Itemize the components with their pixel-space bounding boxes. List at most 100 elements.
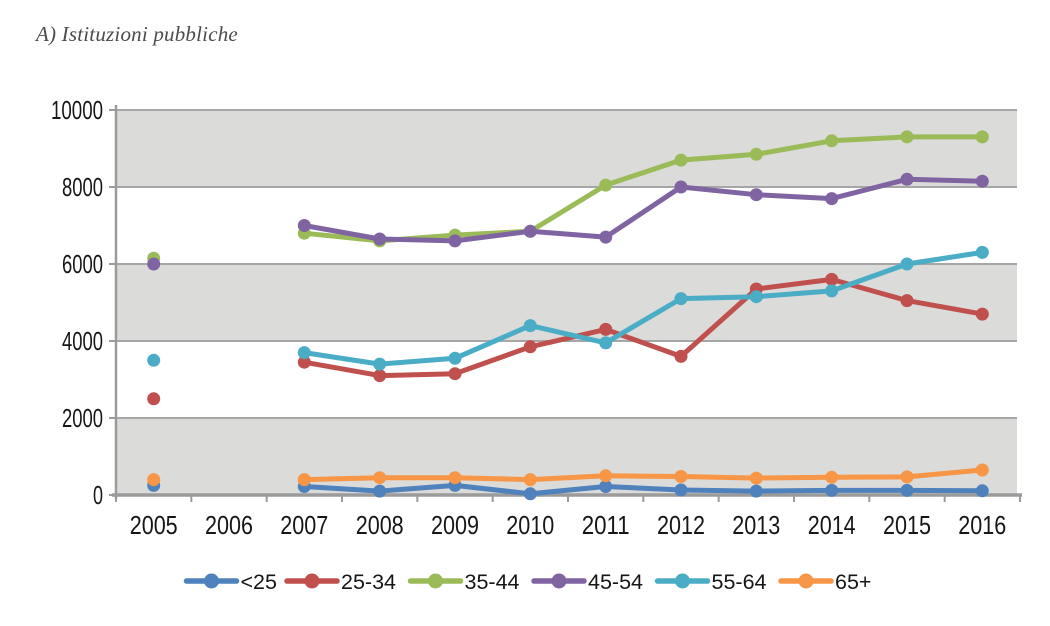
legend-label: 35-44 — [465, 570, 520, 594]
legend-label: 25-34 — [341, 570, 396, 594]
y-axis-label: 6000 — [62, 249, 103, 279]
point-45-54-2011 — [599, 230, 613, 244]
legend-circle-marker — [204, 573, 219, 589]
point-25-2013 — [749, 484, 763, 498]
legend-item-35-44: 35-44 — [407, 570, 520, 594]
legend-circle-marker — [551, 573, 567, 589]
point-45-54-2005 — [147, 257, 161, 271]
point-45-54-2013 — [749, 188, 763, 202]
legend-label: <25 — [241, 570, 278, 594]
x-axis-label: 2011 — [582, 510, 630, 540]
point-45-54-2012 — [674, 180, 688, 194]
series-line-45-54 — [301, 176, 985, 244]
point-25-34-2010 — [523, 340, 537, 354]
x-axis-label: 2005 — [130, 510, 178, 540]
point-55-64-2009 — [448, 351, 462, 365]
legend-circle-marker — [304, 573, 320, 589]
point-65+-2012 — [674, 470, 688, 483]
point-45-54-2009 — [448, 234, 462, 248]
point-25-34-2014 — [825, 272, 839, 286]
point-65+-2016 — [975, 463, 989, 477]
legend-circle-marker — [798, 573, 814, 589]
point-25-2011 — [599, 480, 613, 493]
point-65+-2014 — [825, 470, 839, 484]
x-axis-label: 2007 — [280, 510, 328, 540]
point-25-34-2015 — [900, 294, 914, 308]
point-35-44-2013 — [749, 147, 763, 161]
point-65+-2007 — [297, 473, 311, 487]
point-25-2014 — [825, 483, 839, 497]
point-25-2010 — [523, 487, 537, 501]
point-55-64-2005 — [147, 353, 161, 367]
point-65+-2013 — [749, 471, 763, 485]
point-55-64-2013 — [749, 290, 763, 304]
y-axis-label: 2000 — [62, 403, 103, 433]
point-25-2015 — [900, 483, 914, 497]
point-25-2016 — [975, 484, 989, 498]
point-25-34-2016 — [975, 307, 989, 321]
series-25-34 — [147, 272, 989, 406]
point-65+-2008 — [373, 471, 387, 485]
x-axis-label: 2006 — [205, 510, 253, 540]
chart-title: A) Istituzioni pubbliche — [36, 22, 238, 46]
y-axis-label: 0 — [93, 480, 103, 510]
point-25-34-2009 — [448, 367, 462, 381]
legend-label: 45-54 — [588, 570, 643, 594]
point-25-2012 — [674, 483, 688, 497]
point-35-44-2016 — [975, 130, 989, 144]
plot-band — [116, 418, 1017, 495]
point-45-54-2015 — [900, 172, 914, 186]
point-55-64-2015 — [900, 257, 914, 271]
point-45-54-2010 — [523, 224, 537, 238]
point-55-64-2010 — [523, 319, 537, 333]
point-25-34-2005 — [147, 392, 161, 406]
point-25-34-2012 — [674, 349, 688, 363]
x-axis-label: 2008 — [356, 510, 404, 540]
point-35-44-2015 — [900, 130, 914, 144]
legend-label: 65+ — [835, 570, 871, 594]
point-25-34-2008 — [373, 369, 387, 383]
y-axis-label: 4000 — [62, 326, 103, 356]
series-65+ — [147, 463, 989, 487]
point-55-64-2012 — [674, 292, 688, 306]
point-55-64-2014 — [825, 284, 839, 298]
legend-item-45-54: 45-54 — [531, 570, 643, 594]
point-65+-2011 — [599, 469, 613, 483]
x-axis-label: 2012 — [657, 510, 705, 540]
point-45-54-2007 — [297, 219, 311, 232]
y-axis-label: 8000 — [62, 172, 103, 202]
series-25 — [147, 478, 989, 501]
point-25-34-2011 — [599, 322, 613, 336]
x-axis-label: 2009 — [431, 510, 479, 540]
series-line-25 — [301, 482, 985, 497]
legend-circle-marker — [428, 573, 443, 589]
series-line-25-34 — [301, 276, 985, 379]
legend-circle-marker — [675, 573, 690, 589]
point-55-64-2016 — [975, 245, 989, 259]
plot-band — [116, 110, 1017, 187]
series-line-65+ — [301, 467, 985, 483]
x-axis-label: 2016 — [958, 510, 1006, 540]
series-line-55-64 — [301, 249, 985, 367]
series-45-54 — [147, 172, 989, 271]
point-65+-2009 — [448, 471, 462, 485]
point-35-44-2014 — [825, 134, 839, 148]
x-axis-label: 2014 — [808, 510, 856, 540]
point-65+-2015 — [900, 470, 914, 484]
legend-item-25: <25 — [183, 570, 278, 594]
x-axis-label: 2010 — [506, 510, 554, 540]
legend-label: 55-64 — [712, 570, 767, 594]
x-axis-label: 2015 — [883, 510, 931, 540]
point-55-64-2007 — [297, 346, 311, 360]
legend-item-65+: 65+ — [778, 570, 871, 594]
point-55-64-2011 — [599, 336, 613, 350]
point-55-64-2008 — [373, 357, 387, 371]
point-35-44-2012 — [674, 153, 688, 167]
point-65+-2005 — [147, 473, 161, 487]
legend-item-25-34: 25-34 — [284, 570, 396, 594]
legend-item-55-64: 55-64 — [654, 570, 767, 594]
x-axis-label: 2013 — [732, 510, 780, 540]
point-65+-2010 — [523, 473, 537, 487]
